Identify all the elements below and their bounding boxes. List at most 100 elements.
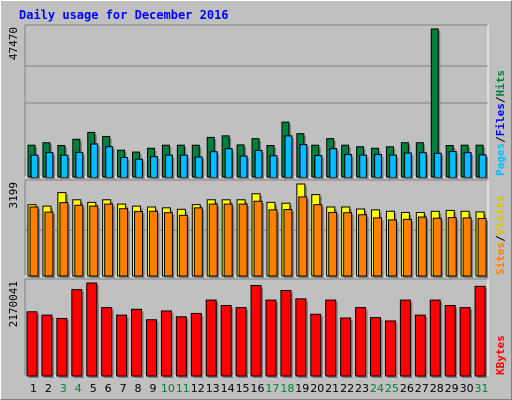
kbytes-bar-day-12: [190, 312, 202, 377]
pages-bar-day-8: [136, 159, 142, 177]
sites-bar-day-10: [163, 212, 173, 277]
legend-visits-sites-visits: Visits: [494, 196, 507, 236]
kbytes-bar-day-14: [220, 305, 232, 377]
sites-bar-day-12: [193, 207, 203, 277]
sites-bar-day-9: [148, 210, 158, 277]
pages-bar-day-21: [330, 149, 336, 177]
sites-bar-day-28: [432, 217, 442, 277]
x-axis-day-label-5: 5: [90, 382, 97, 395]
pages-bar-day-25: [390, 155, 396, 177]
legend-hits-files-pages-separator: /: [494, 136, 507, 143]
x-axis-day-label-23: 23: [355, 382, 369, 395]
pages-bar-day-24: [375, 155, 381, 177]
kbytes-bar-day-27: [414, 314, 426, 377]
x-axis-day-label-29: 29: [445, 382, 459, 395]
chart-title: Daily usage for December 2016: [19, 8, 229, 22]
x-axis-day-label-13: 13: [206, 382, 220, 395]
kbytes-bar-day-23: [355, 307, 367, 377]
kbytes-bar-day-21: [325, 299, 337, 377]
pages-bar-day-3: [61, 155, 67, 177]
x-axis-day-label-17: 17: [265, 382, 279, 395]
legend-visits-sites-separator: /: [494, 235, 507, 242]
x-axis-day-label-15: 15: [236, 382, 250, 395]
sites-bar-day-31: [477, 217, 487, 277]
y-axis-max-label-panel-2: 3199: [7, 182, 20, 209]
sites-bar-day-7: [119, 208, 129, 277]
x-axis-day-label-6: 6: [105, 382, 112, 395]
kbytes-bar-day-19: [295, 298, 307, 377]
sites-bar-day-18: [283, 209, 293, 277]
legend-hits-files-pages-separator: /: [494, 96, 507, 103]
sites-bar-day-5: [89, 205, 99, 277]
kbytes-bar-day-3: [56, 317, 68, 377]
sites-bar-day-26: [402, 218, 412, 277]
sites-bar-day-19: [298, 196, 308, 277]
kbytes-bar-day-18: [280, 290, 292, 377]
x-axis-day-label-22: 22: [340, 382, 354, 395]
sites-bar-day-15: [238, 203, 248, 277]
kbytes-bar-day-8: [131, 308, 143, 377]
kbytes-bar-day-30: [459, 307, 471, 377]
kbytes-bar-day-5: [86, 282, 98, 377]
pages-bar-day-10: [166, 155, 172, 177]
kbytes-bar-day-13: [205, 299, 217, 377]
sites-bar-day-3: [59, 202, 69, 277]
legend-kbytes-kbytes: KBytes: [494, 335, 507, 375]
y-axis-max-label-panel-1: 47470: [7, 27, 20, 60]
kbytes-bar-day-17: [265, 299, 277, 377]
x-axis-day-label-12: 12: [191, 382, 205, 395]
kbytes-bar-day-26: [399, 299, 411, 377]
sites-bar-day-11: [178, 214, 188, 277]
pages-bar-day-1: [32, 155, 37, 177]
pages-bar-day-17: [270, 156, 276, 177]
x-axis-day-label-18: 18: [280, 382, 294, 395]
pages-bar-day-15: [241, 156, 247, 177]
x-axis-day-label-26: 26: [400, 382, 414, 395]
x-axis-day-label-28: 28: [430, 382, 444, 395]
x-axis-day-label-30: 30: [460, 382, 474, 395]
pages-bar-day-28: [435, 153, 441, 177]
pages-bar-day-6: [106, 147, 112, 177]
kbytes-bar-day-22: [340, 317, 352, 377]
pages-bar-day-31: [480, 155, 486, 177]
kbytes-bar-day-2: [41, 314, 53, 377]
pages-bar-day-29: [450, 152, 456, 177]
pages-bar-day-18: [285, 136, 291, 177]
sites-bar-day-16: [253, 200, 263, 277]
x-axis-day-label-7: 7: [120, 382, 127, 395]
kbytes-bar-day-9: [145, 319, 157, 377]
sites-bar-day-6: [104, 203, 114, 277]
kbytes-bar-day-10: [160, 310, 172, 377]
x-axis-day-label-31: 31: [475, 382, 489, 395]
sites-bar-day-17: [268, 209, 278, 277]
sites-bar-day-13: [208, 203, 218, 277]
pages-bar-day-12: [196, 157, 202, 177]
x-axis-day-label-14: 14: [221, 382, 235, 395]
kbytes-bar-day-24: [370, 317, 382, 377]
sites-bar-day-27: [417, 216, 427, 277]
x-axis-day-label-4: 4: [75, 382, 82, 395]
y-axis-max-label-panel-3: 2170041: [7, 281, 20, 327]
legend-visits-sites-sites: Sites: [494, 242, 507, 275]
pages-bar-day-20: [315, 156, 321, 177]
legend-kbytes: KBytes: [494, 335, 507, 375]
x-axis-day-label-24: 24: [370, 382, 384, 395]
pages-bar-day-7: [121, 157, 127, 177]
pages-bar-day-26: [405, 153, 411, 177]
sites-bar-day-24: [373, 217, 383, 277]
pages-bar-day-22: [345, 155, 351, 177]
x-axis-day-label-10: 10: [161, 382, 175, 395]
kbytes-bar-day-31: [474, 285, 486, 377]
legend-visits-sites: Sites/Visits: [494, 196, 507, 276]
sites-bar-day-29: [447, 217, 457, 277]
sites-bar-day-22: [343, 212, 353, 277]
legend-hits-files-pages-files: Files: [494, 103, 507, 136]
x-axis-day-label-27: 27: [415, 382, 429, 395]
x-axis-day-label-8: 8: [135, 382, 142, 395]
x-axis-day-label-2: 2: [45, 382, 52, 395]
pages-bar-day-16: [256, 151, 262, 177]
x-axis-day-label-19: 19: [295, 382, 309, 395]
sites-bar-day-2: [44, 211, 54, 277]
sites-bar-day-25: [387, 219, 397, 277]
sites-bar-day-1: [29, 206, 39, 277]
